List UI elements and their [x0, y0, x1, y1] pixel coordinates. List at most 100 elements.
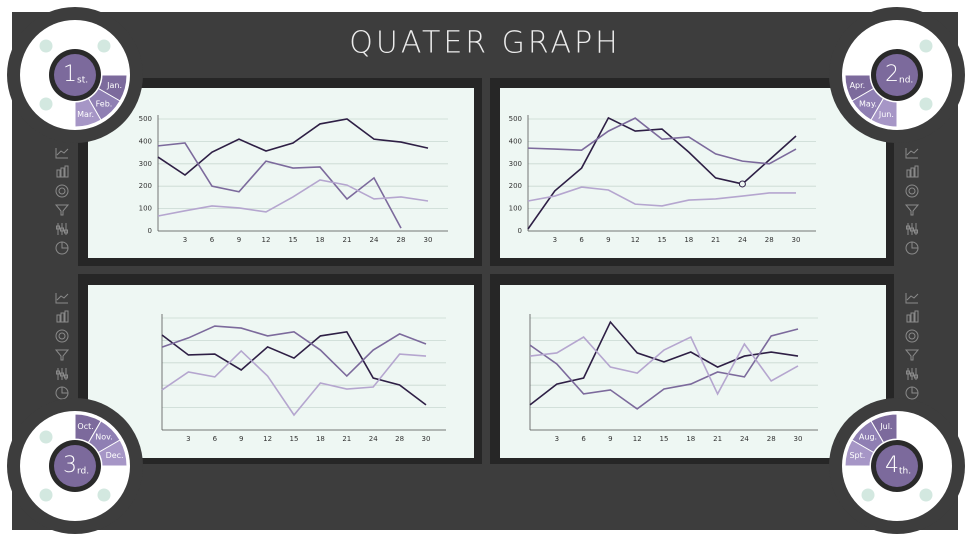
y-tick-label: 200	[139, 182, 152, 190]
month-wedge	[844, 439, 875, 467]
y-tick-label: 100	[509, 205, 522, 213]
slider-icon	[56, 225, 60, 230]
badge-dot	[39, 488, 53, 502]
x-tick-label: 3	[555, 435, 559, 443]
line-series	[161, 349, 427, 417]
month-label: Nov.	[95, 433, 113, 442]
line-series	[529, 328, 799, 410]
icon-set	[56, 368, 68, 380]
icon-set	[55, 329, 69, 343]
icon-set	[905, 184, 919, 198]
y-tick-label: 400	[509, 137, 522, 145]
month-label: Apr.	[850, 81, 866, 90]
x-tick-label: 9	[608, 435, 612, 443]
month-label: Jul.	[879, 422, 892, 431]
icon-set	[906, 165, 919, 178]
x-tick-label: 30	[792, 236, 801, 244]
line-series	[161, 325, 427, 378]
quarter-suffix: rd.	[77, 467, 89, 477]
x-tick-label: 3	[186, 435, 190, 443]
badge-core	[54, 445, 96, 487]
icon-set	[906, 223, 918, 235]
bar-icon	[914, 310, 919, 323]
title: QUATER GRAPH	[349, 26, 620, 61]
x-tick-label: 18	[316, 236, 325, 244]
line-series	[157, 142, 402, 229]
x-tick-label: 15	[289, 236, 298, 244]
donut-icon	[55, 184, 69, 198]
bar-icon	[56, 169, 61, 178]
icon-set	[906, 310, 919, 323]
x-tick-label: 9	[237, 236, 241, 244]
quarter-number: 2	[885, 62, 899, 87]
month-label: Dec.	[106, 451, 124, 460]
pie-icon	[61, 387, 68, 394]
month-label: Jan.	[106, 81, 122, 90]
badge-dot	[39, 97, 53, 111]
x-tick-label: 24	[738, 236, 747, 244]
slider-icon	[910, 372, 914, 377]
bar-icon	[64, 165, 69, 178]
bar-icon	[914, 165, 919, 178]
line-series	[527, 117, 797, 165]
x-tick-label: 9	[606, 236, 610, 244]
x-tick-label: 18	[686, 435, 695, 443]
icon-set	[54, 349, 70, 361]
y-tick-label: 200	[509, 182, 522, 190]
donut-icon	[908, 187, 916, 195]
badge-core	[876, 54, 918, 96]
line-icon	[56, 293, 69, 301]
month-label: Oct.	[77, 422, 93, 431]
pie-icon	[911, 387, 918, 394]
y-tick-label: 500	[139, 115, 152, 123]
plot-background	[500, 88, 886, 258]
icon-set	[55, 386, 69, 400]
y-tick-label: 300	[509, 160, 522, 168]
line-icon	[55, 148, 68, 159]
x-tick-label: 6	[581, 435, 586, 443]
x-tick-label: 12	[631, 236, 640, 244]
slider-icon	[906, 225, 910, 230]
slider-icon	[60, 372, 64, 377]
line-series	[527, 116, 797, 230]
slider-icon	[64, 229, 68, 234]
x-tick-label: 30	[794, 435, 803, 443]
quarter-suffix: st.	[77, 76, 88, 86]
badge-dot	[39, 39, 53, 53]
icon-set	[905, 241, 919, 255]
x-tick-label: 18	[316, 435, 325, 443]
icon-set	[56, 165, 69, 178]
x-tick-label: 21	[711, 236, 720, 244]
line-series	[529, 320, 799, 406]
month-wedge	[870, 413, 898, 444]
x-tick-label: 21	[713, 435, 722, 443]
x-tick-label: 28	[765, 236, 774, 244]
badge-dot	[919, 488, 933, 502]
slider-icon	[64, 374, 68, 379]
x-tick-label: 12	[633, 435, 642, 443]
month-label: May.	[859, 99, 877, 108]
x-tick-label: 21	[342, 435, 351, 443]
icon-set	[905, 386, 919, 400]
x-tick-label: 30	[424, 236, 433, 244]
month-wedge	[844, 74, 875, 102]
bar-icon	[910, 312, 915, 323]
icon-set	[56, 223, 68, 235]
month-label: Mar.	[77, 110, 94, 119]
x-tick-label: 21	[343, 236, 352, 244]
donut-icon	[58, 332, 66, 340]
quarter-number: 4	[885, 453, 899, 478]
line-series	[157, 118, 429, 176]
x-tick-label: 12	[262, 236, 271, 244]
donut-icon	[55, 329, 69, 343]
x-tick-label: 28	[395, 435, 404, 443]
x-tick-label: 3	[553, 236, 557, 244]
quarter-number: 1	[63, 62, 77, 87]
slider-icon	[914, 229, 918, 234]
funnel-icon	[54, 349, 70, 361]
x-tick-label: 30	[422, 435, 431, 443]
bar-icon	[906, 169, 911, 178]
badge-dot	[861, 488, 875, 502]
month-label: Jun.	[878, 110, 894, 119]
